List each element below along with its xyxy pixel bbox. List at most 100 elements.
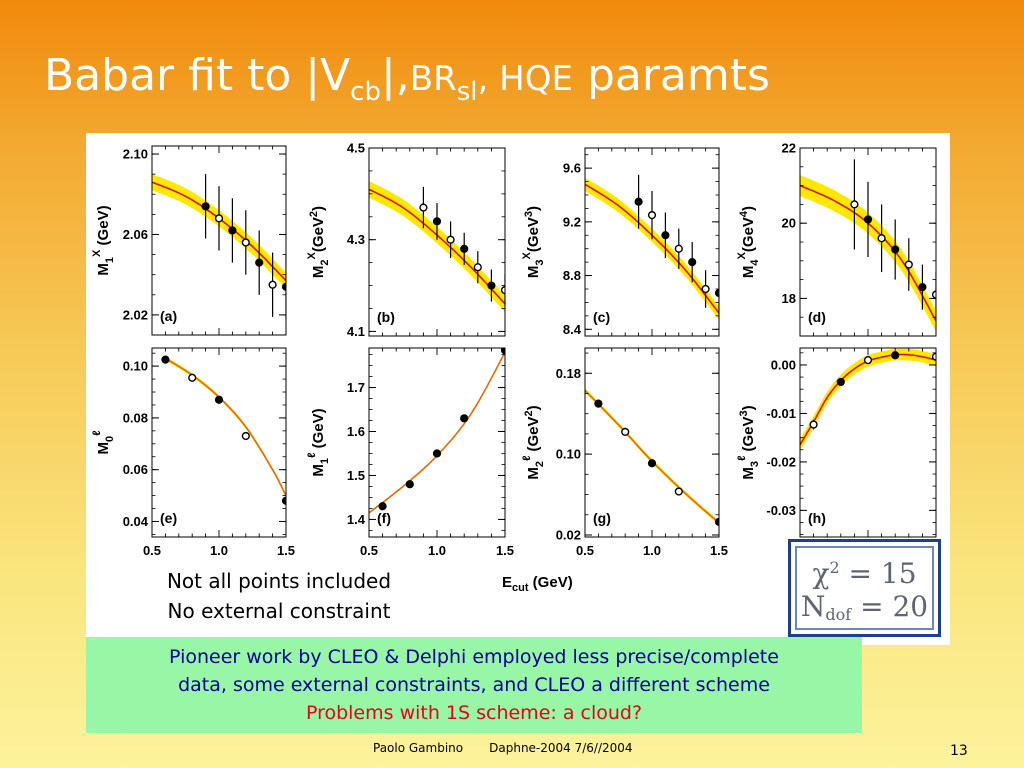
- x-label-unit: (GeV): [529, 574, 573, 591]
- error-band: [152, 174, 286, 289]
- x-tick-label: 0.5: [576, 543, 594, 558]
- error-band: [800, 348, 936, 451]
- data-point: [214, 395, 224, 404]
- data-point: [419, 203, 428, 212]
- y-tick-label: 0.06: [123, 462, 148, 477]
- data-point: [634, 197, 643, 206]
- y-label-unit-sup: 4: [738, 210, 750, 217]
- data-point: [432, 449, 442, 458]
- data-point: [188, 373, 197, 382]
- y-label-sup: X: [306, 251, 318, 259]
- y-label-sup: X: [521, 251, 533, 259]
- y-axis-label: M2X(GeV2): [306, 206, 331, 278]
- data-point: [201, 202, 210, 211]
- panel-frame: [368, 347, 506, 538]
- panel-tag: (f): [377, 510, 391, 526]
- x-tick-label: 1.5: [496, 543, 514, 558]
- data-point: [647, 459, 657, 468]
- y-label-unit: (GeV): [310, 408, 327, 452]
- data-point: [487, 281, 496, 290]
- y-label-unit-sup: 2: [308, 211, 320, 217]
- data-point: [268, 280, 277, 289]
- error-band: [369, 181, 505, 313]
- chi-symbol: χ: [812, 557, 830, 590]
- y-label-sub: 3: [534, 259, 546, 265]
- y-label-main: M: [95, 263, 112, 276]
- panel-plot-area: [585, 388, 719, 526]
- data-point: [621, 427, 630, 436]
- y-tick-label: 2.06: [123, 227, 148, 242]
- y-label-main: M: [310, 464, 327, 477]
- y-tick-label: 4.1: [347, 324, 365, 339]
- slide-title: Babar fit to |Vcb|,BRsl, HQE paramts: [44, 50, 770, 107]
- data-point: [594, 399, 603, 408]
- summary-box: Pioneer work by CLEO & Delphi employed l…: [86, 637, 862, 733]
- y-label-unit: (GeV): [95, 205, 112, 249]
- x-tick-label: 0.5: [360, 543, 378, 558]
- panel-tag: (d): [808, 309, 826, 325]
- panel-plot-area: [161, 355, 286, 505]
- y-label-sup: X: [736, 251, 748, 259]
- y-label-sub: 2: [319, 259, 331, 265]
- y-tick-label: 18: [782, 291, 796, 306]
- y-label-unit: (GeV: [525, 416, 542, 455]
- note-box: Not all points included No external cons…: [88, 564, 470, 632]
- data-point: [877, 234, 886, 243]
- data-point: [255, 258, 264, 267]
- x-axis-label: Ecut (GeV): [502, 574, 573, 594]
- y-label-sup: ℓ: [91, 430, 103, 435]
- panel-b: 4.14.34.5(b)M2X(GeV2): [306, 141, 506, 339]
- y-label-sup: X: [91, 249, 103, 257]
- summary-line-2: data, some external constraints, and CLE…: [178, 674, 770, 696]
- x-tick-label: 1.0: [643, 543, 661, 558]
- data-point: [891, 245, 900, 254]
- error-band: [165, 356, 286, 498]
- panel-plot-area: [369, 181, 505, 313]
- y-tick-label: 8.4: [563, 322, 582, 337]
- panel-tag: (a): [160, 308, 177, 324]
- panel-e: 0.04 0.06 0.08 0.10 0.5 1.0 1.5 (e) M0ℓ: [91, 347, 295, 558]
- panel-plot-area: [369, 348, 505, 514]
- panel-frame: [584, 347, 720, 538]
- panel-c: 8.48.89.29.6(c)M3X(GeV3): [521, 147, 720, 337]
- y-label-unit: (GeV: [310, 217, 327, 252]
- fit-figure: 2.02 2.06 2.10 (a) M1X (GeV) 4.1 4.3 4.5 (b) M2X(…: [86, 133, 950, 645]
- y-label-sup: ℓ: [306, 453, 318, 458]
- y-label-unit-end: ): [740, 206, 757, 211]
- footer: Paolo Gambino Daphne-2004 7/6//2004: [373, 741, 633, 755]
- y-label-main: M: [740, 266, 757, 279]
- panel-frame: [151, 347, 287, 538]
- data-point: [809, 420, 818, 429]
- y-label-unit-end: ): [740, 405, 757, 410]
- y-tick-label: 0.18: [556, 366, 581, 381]
- fit-curve: [164, 357, 286, 498]
- x-label-sub: cut: [512, 582, 529, 594]
- x-tick-label: 1.0: [428, 543, 446, 558]
- summary-line-1: Pioneer work by CLEO & Delphi employed l…: [169, 646, 779, 668]
- panel-plot-area: [585, 174, 719, 320]
- y-tick-label: 1.6: [347, 424, 365, 439]
- page-number: 13: [950, 743, 968, 759]
- data-point: [460, 244, 469, 253]
- error-band: [369, 351, 505, 514]
- data-point: [241, 238, 250, 247]
- y-label-main: M: [310, 266, 327, 279]
- y-axis-label: M4X(GeV4): [736, 206, 761, 278]
- panel-frame: [799, 347, 937, 538]
- fit-curve: [369, 352, 505, 514]
- panel-plot-area: [800, 159, 936, 332]
- y-tick-label: -0.01: [766, 406, 796, 421]
- y-label-sup: ℓ: [736, 456, 748, 461]
- data-point: [378, 502, 387, 511]
- y-label-unit-sup: 3: [523, 211, 535, 217]
- data-point: [161, 355, 170, 364]
- y-axis-label: M3ℓ (GeV3): [736, 405, 761, 479]
- y-label-main: M: [525, 467, 542, 480]
- data-point: [281, 496, 286, 505]
- y-axis-label: M1ℓ (GeV): [306, 408, 331, 476]
- y-tick-label: 0.08: [123, 410, 148, 425]
- y-label-unit-sup: 2: [523, 410, 535, 416]
- y-tick-label: 0.10: [123, 359, 148, 374]
- panel-g: 0.020.100.180.5 1.0 1.5(g)M2ℓ (GeV2): [521, 347, 728, 558]
- data-point: [863, 215, 873, 224]
